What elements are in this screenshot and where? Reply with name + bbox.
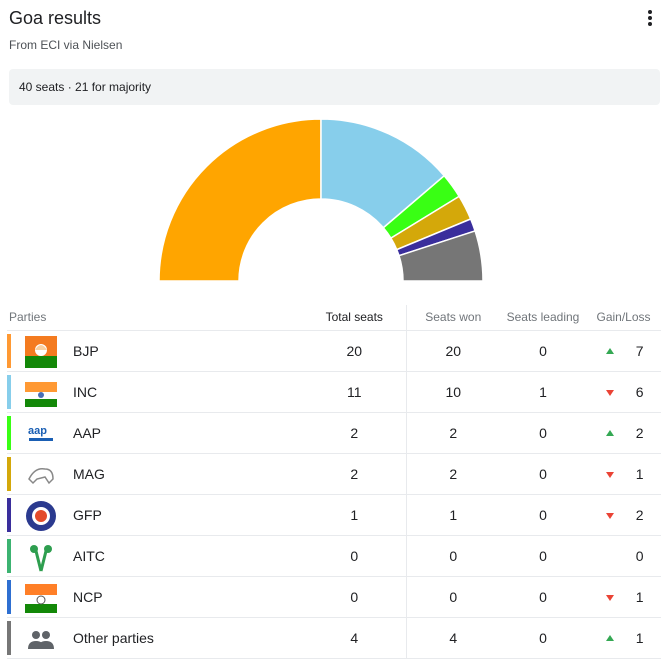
loss-arrow-icon — [605, 594, 614, 601]
gain-loss-cell: 1 — [586, 617, 661, 659]
seats-summary-text: 40 seats · 21 for majority — [19, 80, 152, 94]
total-seats-cell: 2 — [303, 412, 406, 454]
party-color-stripe — [7, 579, 11, 614]
source-subtitle: From ECI via Nielsen — [9, 38, 123, 52]
seat-share-chart — [158, 118, 484, 282]
header-gain-loss[interactable]: Gain/Loss — [586, 305, 661, 331]
seats-won-cell: 20 — [405, 330, 500, 372]
party-color-stripe — [7, 456, 11, 491]
party-color-stripe — [7, 333, 11, 368]
loss-arrow-icon — [605, 471, 614, 478]
chart-slice-other-parties[interactable] — [398, 229, 484, 282]
party-name: MAG — [73, 465, 105, 482]
gain-loss-value: 0 — [635, 547, 644, 564]
total-seats-cell: 4 — [303, 617, 406, 659]
seats-won-cell: 0 — [405, 535, 500, 577]
table-row[interactable]: Other parties 4 4 0 1 — [7, 617, 661, 659]
chart-slice-bjp[interactable] — [158, 118, 322, 282]
people-icon — [28, 630, 54, 649]
header-seats-leading[interactable]: Seats leading — [500, 305, 586, 331]
aap-logo-icon: aap — [25, 417, 57, 450]
gain-loss-cell: 2 — [586, 494, 661, 536]
loss-arrow-icon — [605, 512, 614, 519]
gain-loss-value: 6 — [635, 383, 644, 400]
gain-loss-cell: 1 — [586, 576, 661, 618]
seats-leading-cell: 0 — [500, 412, 586, 454]
party-color-stripe — [7, 415, 11, 450]
total-seats-cell: 1 — [303, 494, 406, 536]
more-options-icon[interactable] — [643, 8, 657, 30]
seats-summary-bar: 40 seats · 21 for majority — [9, 69, 660, 105]
seats-won-cell: 1 — [405, 494, 500, 536]
seats-won-cell: 10 — [405, 371, 500, 413]
mag-logo-icon — [25, 458, 57, 491]
gain-loss-value: 1 — [635, 588, 644, 605]
seats-won-cell: 0 — [405, 576, 500, 618]
ncp-logo-icon — [25, 583, 57, 613]
svg-text:aap: aap — [28, 425, 47, 437]
seats-won-cell: 2 — [405, 453, 500, 495]
seats-leading-cell: 1 — [500, 371, 586, 413]
table-row[interactable]: INC 11 10 1 6 — [7, 371, 661, 413]
gain-loss-cell: 2 — [586, 412, 661, 454]
gain-arrow-icon — [605, 634, 614, 641]
gain-loss-value: 1 — [635, 465, 644, 482]
party-name: INC — [73, 383, 98, 400]
seats-leading-cell: 0 — [500, 453, 586, 495]
page-title: Goa results — [9, 8, 102, 28]
header-total-seats[interactable]: Total seats — [303, 305, 406, 331]
seats-won-cell: 4 — [405, 617, 500, 659]
seats-won-cell: 2 — [405, 412, 500, 454]
gain-loss-value: 2 — [635, 424, 644, 441]
gain-loss-value: 7 — [635, 342, 644, 359]
results-table: Parties Total seats Seats won Seats lead… — [7, 305, 661, 659]
total-seats-cell: 11 — [303, 371, 406, 413]
table-row[interactable]: aap AAP 2 2 0 2 — [7, 412, 661, 454]
party-color-stripe — [7, 374, 11, 409]
party-name: BJP — [73, 342, 99, 359]
seats-leading-cell: 0 — [500, 617, 586, 659]
total-seats-cell: 0 — [303, 535, 406, 577]
party-name: AITC — [73, 547, 105, 564]
seats-leading-cell: 0 — [500, 494, 586, 536]
table-row[interactable]: BJP 20 20 0 7 — [7, 330, 661, 372]
table-row[interactable]: GFP 1 1 0 2 — [7, 494, 661, 536]
gain-loss-cell: 1 — [586, 453, 661, 495]
party-name: AAP — [73, 424, 102, 441]
party-name: Other parties — [73, 629, 154, 646]
table-row[interactable]: NCP 0 0 0 1 — [7, 576, 661, 618]
aitc-logo-icon — [25, 540, 57, 573]
gfp-logo-icon — [26, 500, 56, 531]
table-row[interactable]: AITC 0 0 0 0 — [7, 535, 661, 577]
gain-arrow-icon — [605, 429, 614, 436]
gain-loss-cell: 7 — [586, 330, 661, 372]
gain-loss-cell: 6 — [586, 371, 661, 413]
total-seats-cell: 2 — [303, 453, 406, 495]
header-parties: Parties — [7, 305, 303, 331]
party-color-stripe — [7, 620, 11, 655]
party-color-stripe — [7, 538, 11, 573]
total-seats-cell: 20 — [303, 330, 406, 372]
table-header-row: Parties Total seats Seats won Seats lead… — [7, 305, 661, 331]
header-seats-won[interactable]: Seats won — [405, 305, 500, 331]
gain-arrow-icon — [605, 347, 614, 354]
gain-loss-cell: 0 — [586, 535, 661, 577]
party-color-stripe — [7, 497, 11, 532]
seats-leading-cell: 0 — [500, 330, 586, 372]
gain-loss-value: 2 — [635, 506, 644, 523]
inc-logo-icon — [25, 381, 57, 407]
total-seats-cell: 0 — [303, 576, 406, 618]
results-header: Goa results From ECI via Nielsen — [9, 6, 659, 56]
bjp-logo-icon — [25, 335, 57, 368]
table-row[interactable]: MAG 2 2 0 1 — [7, 453, 661, 495]
party-name: GFP — [73, 506, 102, 523]
gain-loss-value: 1 — [635, 629, 644, 646]
loss-arrow-icon — [605, 389, 614, 396]
party-name: NCP — [73, 588, 103, 605]
seats-leading-cell: 0 — [500, 576, 586, 618]
seats-leading-cell: 0 — [500, 535, 586, 577]
